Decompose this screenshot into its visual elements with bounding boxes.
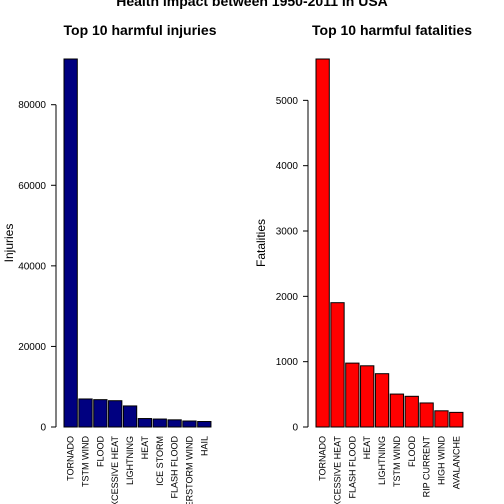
injuries-y-tick-label: 20000 <box>18 342 46 353</box>
injuries-bar <box>168 420 181 427</box>
fatalities-bar <box>316 59 329 427</box>
fatalities-category-label: LIGHTNING <box>377 436 387 485</box>
fatalities-y-tick-label: 3000 <box>276 227 299 238</box>
fatalities-category-label: FLOOD <box>407 436 417 468</box>
injuries-bar <box>153 419 166 427</box>
injuries-bar <box>183 421 196 427</box>
fatalities-y-tick-label: 2000 <box>276 292 299 303</box>
injuries-category-label: HEAT <box>140 436 150 460</box>
fatalities-bar <box>405 396 418 427</box>
fatalities-category-label: HIGH WIND <box>436 436 446 485</box>
fatalities-bar <box>346 363 359 427</box>
fatalities-category-label: RIP CURRENT <box>422 436 432 498</box>
injuries-category-label: ICE STORM <box>155 436 165 486</box>
injuries-chart-title: Top 10 harmful injuries <box>64 22 217 38</box>
injuries-bar <box>79 399 92 427</box>
fatalities-y-tick-label: 0 <box>292 423 298 434</box>
fatalities-bar <box>361 366 374 427</box>
fatalities-bar <box>375 374 388 427</box>
injuries-category-label: LIGHTNING <box>125 436 135 485</box>
figure-title: Health impact between 1950-2011 in USA <box>116 0 388 9</box>
fatalities-category-label: TSTM WIND <box>392 436 402 487</box>
injuries-category-label: FLASH FLOOD <box>170 436 180 499</box>
fatalities-bar <box>420 403 433 427</box>
fatalities-chart: Top 10 harmful fatalities Fatalities TOR… <box>254 22 472 504</box>
injuries-bar <box>138 419 151 427</box>
fatalities-bar <box>450 412 463 427</box>
injuries-category-label: FLOOD <box>95 436 105 468</box>
fatalities-y-tick-label: 4000 <box>276 161 299 172</box>
injuries-chart: Top 10 harmful injuries Injuries TORNADO… <box>2 22 217 504</box>
injuries-bar <box>109 401 122 427</box>
fatalities-category-label: TORNADO <box>318 436 328 481</box>
fatalities-category-label: HEAT <box>362 436 372 460</box>
fatalities-bar <box>435 411 448 427</box>
fatalities-category-label: FLASH FLOOD <box>347 436 357 499</box>
fatalities-category-label: EXCESSIVE HEAT <box>333 436 343 504</box>
fatalities-bar <box>390 394 403 427</box>
fatalities-y-tick-label: 5000 <box>276 96 299 107</box>
fatalities-chart-title: Top 10 harmful fatalities <box>312 22 472 38</box>
injuries-y-tick-label: 60000 <box>18 181 46 192</box>
fatalities-category-label: AVALANCHE <box>451 436 461 489</box>
fatalities-y-axis-label: Fatalities <box>254 219 268 267</box>
injuries-y-tick-label: 80000 <box>18 100 46 111</box>
injuries-category-label: EXCESSIVE HEAT <box>110 436 120 504</box>
fatalities-bar <box>331 303 344 427</box>
injuries-y-tick-label: 0 <box>40 423 46 434</box>
fatalities-y-tick-label: 1000 <box>276 357 299 368</box>
injuries-category-label: THUNDERSTORM WIND <box>184 436 194 504</box>
injuries-bar <box>94 400 107 427</box>
injuries-category-label: TSTM WIND <box>81 436 91 487</box>
injuries-category-label: TORNADO <box>66 436 76 481</box>
injuries-bar <box>64 59 77 427</box>
injuries-y-tick-label: 40000 <box>18 261 46 272</box>
injuries-bar <box>123 406 136 427</box>
injuries-bar <box>198 422 211 427</box>
injuries-category-label: HAIL <box>199 436 209 456</box>
injuries-y-axis-label: Injuries <box>2 224 16 263</box>
